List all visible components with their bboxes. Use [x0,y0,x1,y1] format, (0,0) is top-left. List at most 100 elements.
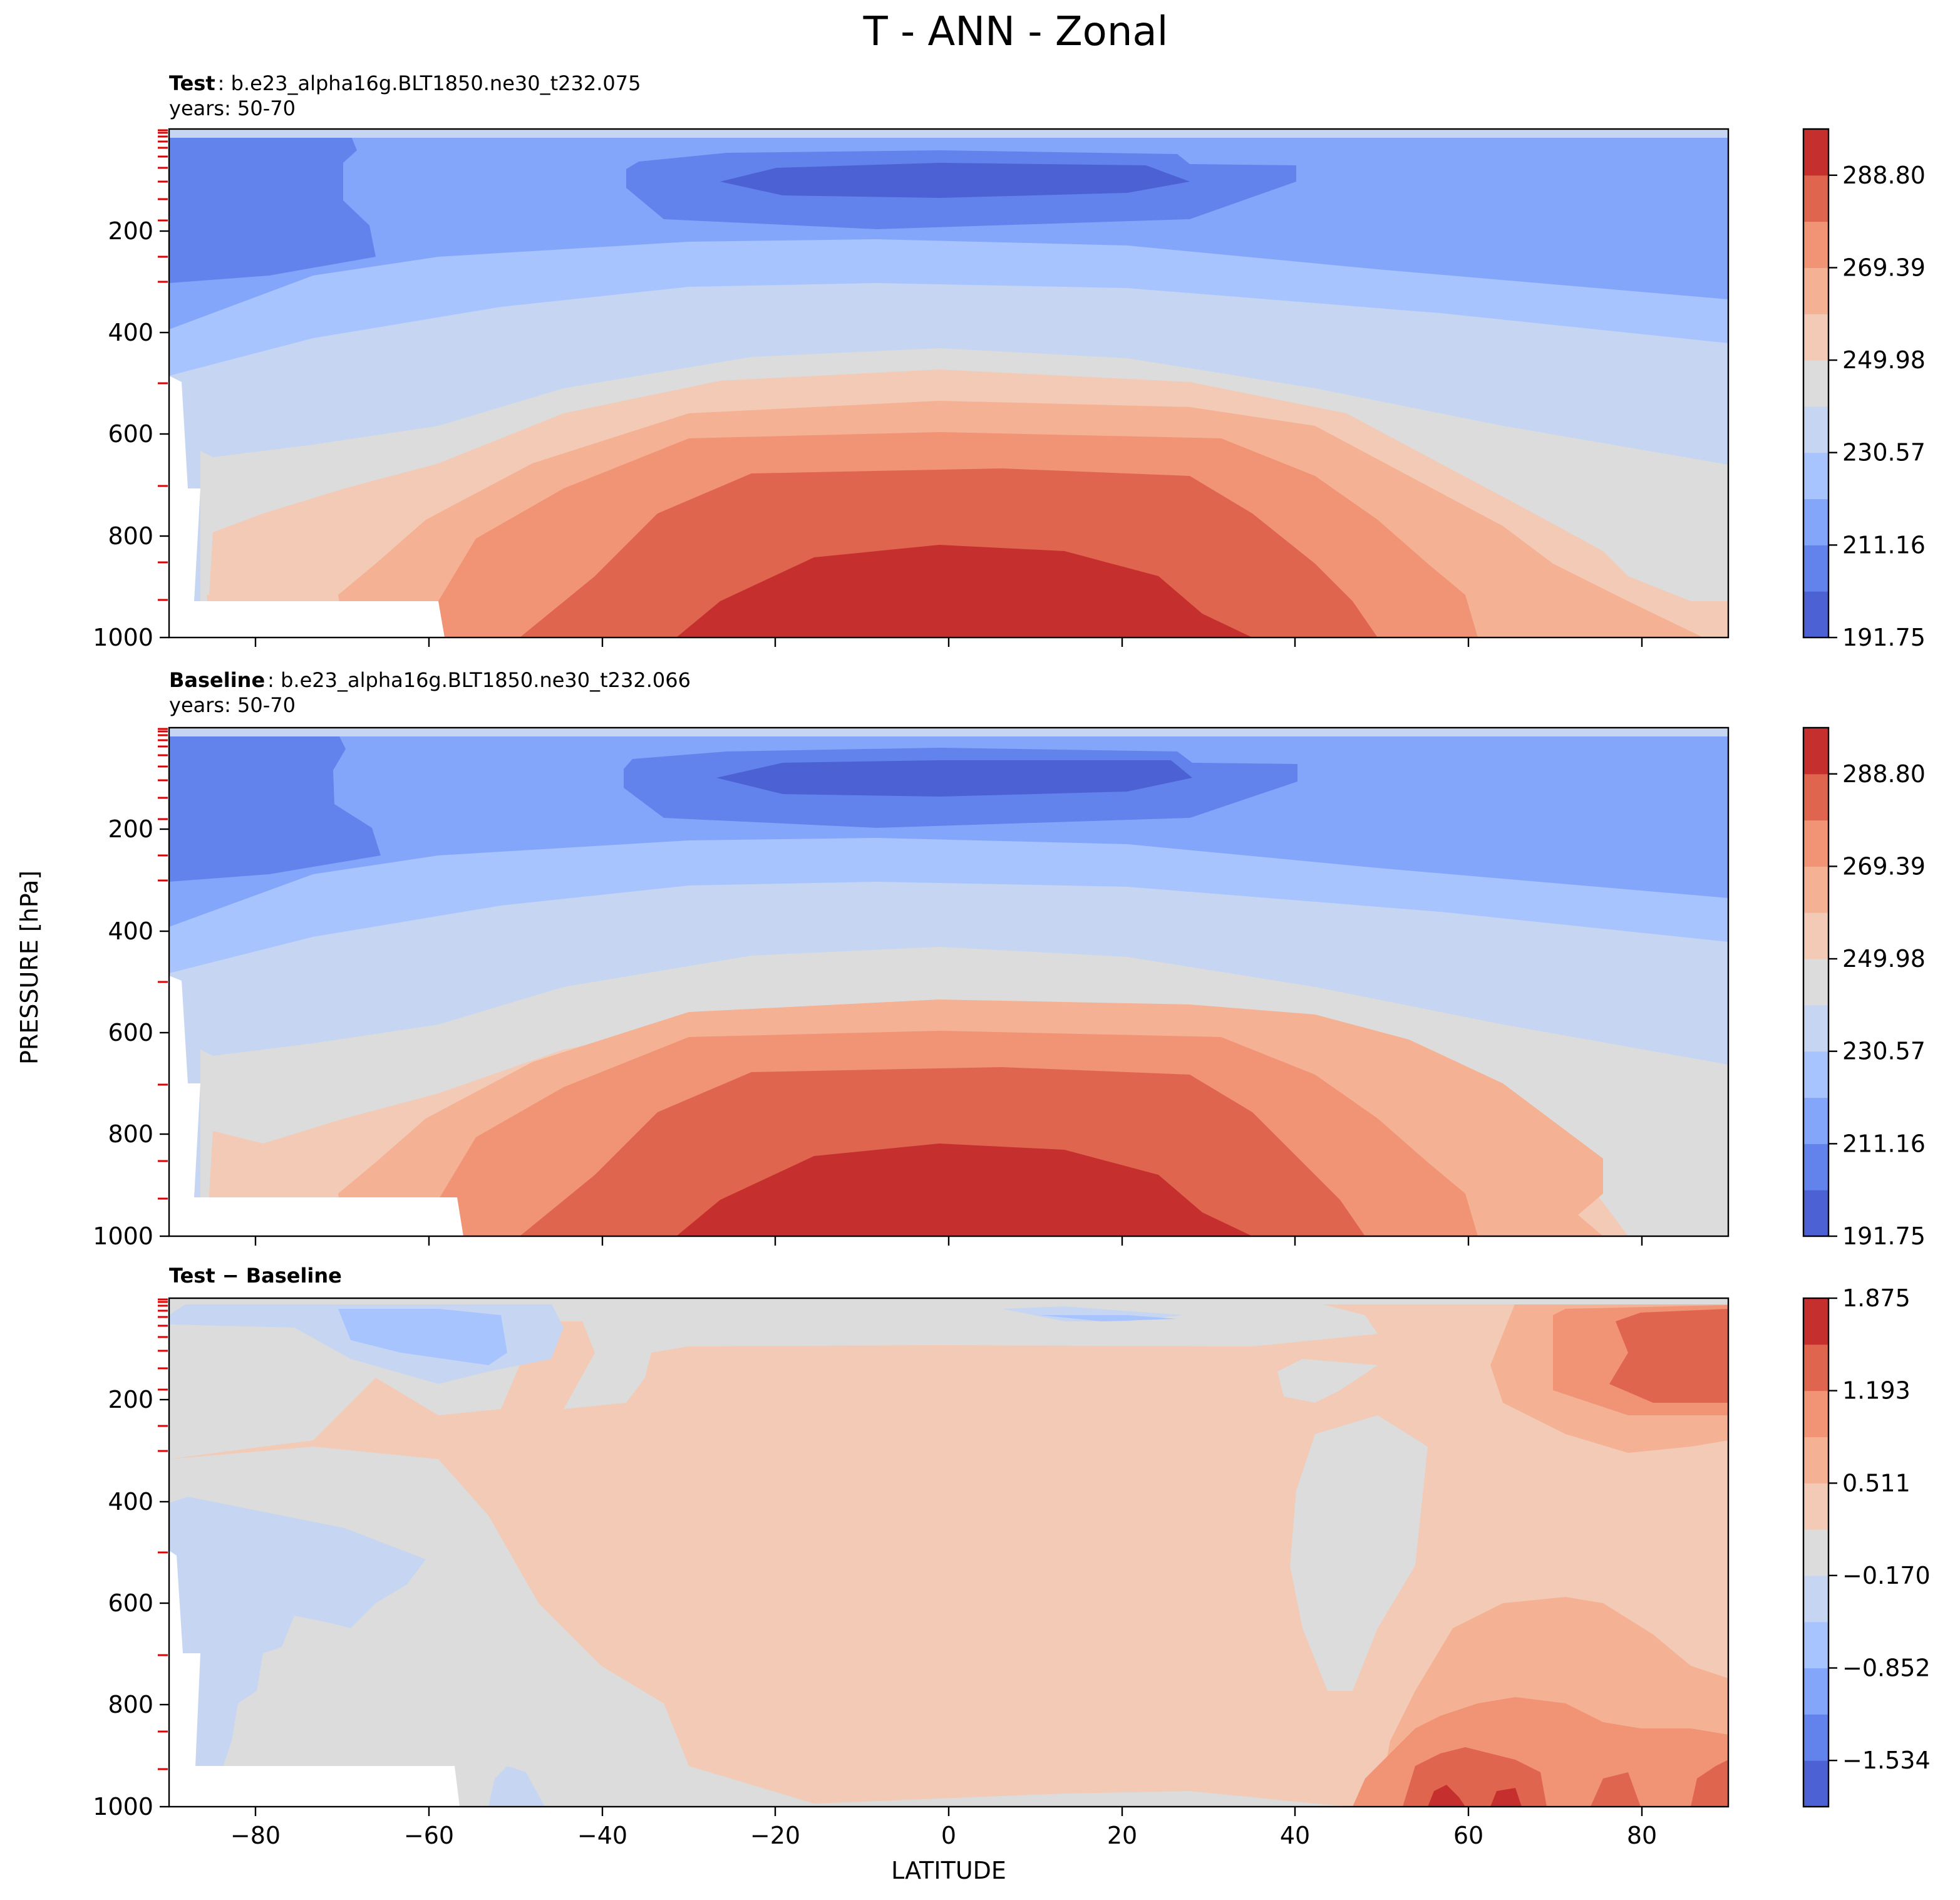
test-colorbar-swatches [1803,129,1828,638]
test-ytick-label: 600 [108,420,153,448]
difference-ytick-label: 600 [108,1589,153,1617]
colorbar-swatch [1803,1760,1828,1807]
test-colorbar: 191.75 211.16 230.57 249.98 269.39 288.80 [1802,128,1926,651]
colorbar-swatch [1803,1051,1828,1098]
colorbar-swatch [1803,1097,1828,1144]
colorbar-swatch [1803,129,1828,176]
xtick-label: 0 [941,1822,956,1849]
colorbar-swatch [1803,912,1828,959]
colorbar-tick-label: 230.57 [1842,439,1926,467]
colorbar-swatch [1803,866,1828,913]
difference-colorbar: 1.875 1.193 0.511 −0.170 −0.852 −1.534 [1802,1284,1931,1808]
baseline-ytick-label: 200 [108,815,153,843]
colorbar-tick-label: −0.852 [1842,1654,1931,1681]
colorbar-tick-label: 288.80 [1842,760,1926,788]
difference-ytick-label: 800 [108,1691,153,1718]
colorbar-tick-label: 211.16 [1842,1130,1926,1157]
test-title-bold: Test [169,71,215,95]
difference-contour-field [169,1298,1728,1807]
difference-xaxis: −80 −60 −40 −20 0 20 40 60 80 [230,1807,1657,1849]
panel-difference: Test − Baseline [93,1264,1930,1849]
baseline-title-case: : b.e23_alpha16g.BLT1850.ne30_t232.066 [267,668,691,692]
colorbar-swatch [1803,1714,1828,1761]
test-xticks [254,638,1643,647]
colorbar-tick-label: 1.875 [1842,1284,1911,1312]
colorbar-swatch [1803,959,1828,1006]
baseline-title: Baseline: b.e23_alpha16g.BLT1850.ne30_t2… [169,668,691,692]
y-axis-label: PRESSURE [hPa] [16,870,43,1065]
difference-colorbar-ticks: 1.875 1.193 0.511 −0.170 −0.852 −1.534 [1828,1284,1931,1774]
baseline-ytick-label: 600 [108,1019,153,1046]
colorbar-tick-label: 211.16 [1842,531,1926,559]
baseline-contour-field [169,728,1728,1236]
baseline-level-markers [158,728,168,1200]
colorbar-tick-label: 288.80 [1842,162,1926,189]
colorbar-tick-label: −0.170 [1842,1562,1931,1589]
test-ytick-label: 1000 [93,624,153,651]
colorbar-tick-label: 249.98 [1842,346,1926,374]
colorbar-tick-label: 230.57 [1842,1038,1926,1065]
baseline-ytick-label: 1000 [93,1222,153,1250]
colorbar-swatch [1803,1668,1828,1715]
colorbar-swatch [1803,591,1828,638]
test-ytick-label: 800 [108,522,153,550]
colorbar-swatch [1803,773,1828,821]
test-colorbar-frame [1802,128,1830,639]
baseline-title-bold: Baseline [169,668,265,692]
xtick-label: 20 [1107,1822,1137,1849]
colorbar-swatch [1803,175,1828,222]
colorbar-swatch [1803,1390,1828,1437]
colorbar-swatch [1803,1621,1828,1669]
test-title-case: : b.e23_alpha16g.BLT1850.ne30_t232.075 [218,71,641,95]
colorbar-tick-label: 249.98 [1842,945,1926,973]
difference-yaxis: 200 400 600 800 1000 [93,1298,169,1820]
colorbar-swatch [1803,820,1828,867]
difference-colorbar-frame [1802,1297,1830,1808]
colorbar-swatch [1803,360,1828,407]
difference-title: Test − Baseline [169,1264,342,1288]
xtick-label: 80 [1627,1822,1657,1849]
test-years: years: 50-70 [169,96,296,120]
xtick-label: −80 [230,1822,281,1849]
baseline-colorbar-frame [1802,726,1830,1237]
colorbar-swatch [1803,267,1828,314]
colorbar-swatch [1803,1144,1828,1190]
xtick-label: −60 [404,1822,454,1849]
baseline-yaxis: 200 400 600 800 1000 [93,728,169,1250]
colorbar-swatch [1803,498,1828,545]
baseline-ytick-label: 400 [108,917,153,945]
colorbar-swatch [1803,1529,1828,1576]
colorbar-swatch [1803,728,1828,775]
colorbar-swatch [1803,221,1828,268]
colorbar-tick-label: −1.534 [1842,1747,1931,1774]
colorbar-swatch [1803,1575,1828,1623]
colorbar-tick-label: 269.39 [1842,852,1926,880]
difference-ytick-label: 200 [108,1386,153,1413]
colorbar-swatch [1803,1004,1828,1052]
difference-colorbar-swatches [1803,1298,1828,1807]
difference-ytick-label: 1000 [93,1793,153,1820]
baseline-colorbar-swatches [1803,728,1828,1237]
test-contour-field [169,129,1728,638]
colorbar-swatch [1803,1344,1828,1391]
test-colorbar-ticks: 191.75 211.16 230.57 249.98 269.39 288.80 [1828,162,1926,651]
colorbar-swatch [1803,1437,1828,1484]
test-title: Test: b.e23_alpha16g.BLT1850.ne30_t232.0… [169,71,641,95]
xtick-label: 40 [1280,1822,1310,1849]
xtick-label: −20 [750,1822,800,1849]
panel-test: Test: b.e23_alpha16g.BLT1850.ne30_t232.0… [93,71,1926,651]
difference-level-markers [158,1298,168,1770]
baseline-years: years: 50-70 [169,693,296,717]
test-level-markers [158,129,168,601]
baseline-colorbar: 191.75 211.16 230.57 249.98 269.39 288.80 [1802,726,1926,1250]
test-ytick-label: 200 [108,217,153,245]
xtick-label: 60 [1453,1822,1483,1849]
colorbar-swatch [1803,452,1828,500]
colorbar-tick-label: 191.75 [1842,1222,1926,1250]
colorbar-swatch [1803,314,1828,361]
x-axis-label: LATITUDE [891,1857,1006,1884]
colorbar-tick-label: 1.193 [1842,1377,1911,1405]
baseline-colorbar-ticks: 191.75 211.16 230.57 249.98 269.39 288.80 [1828,760,1926,1250]
xtick-label: −40 [577,1822,627,1849]
